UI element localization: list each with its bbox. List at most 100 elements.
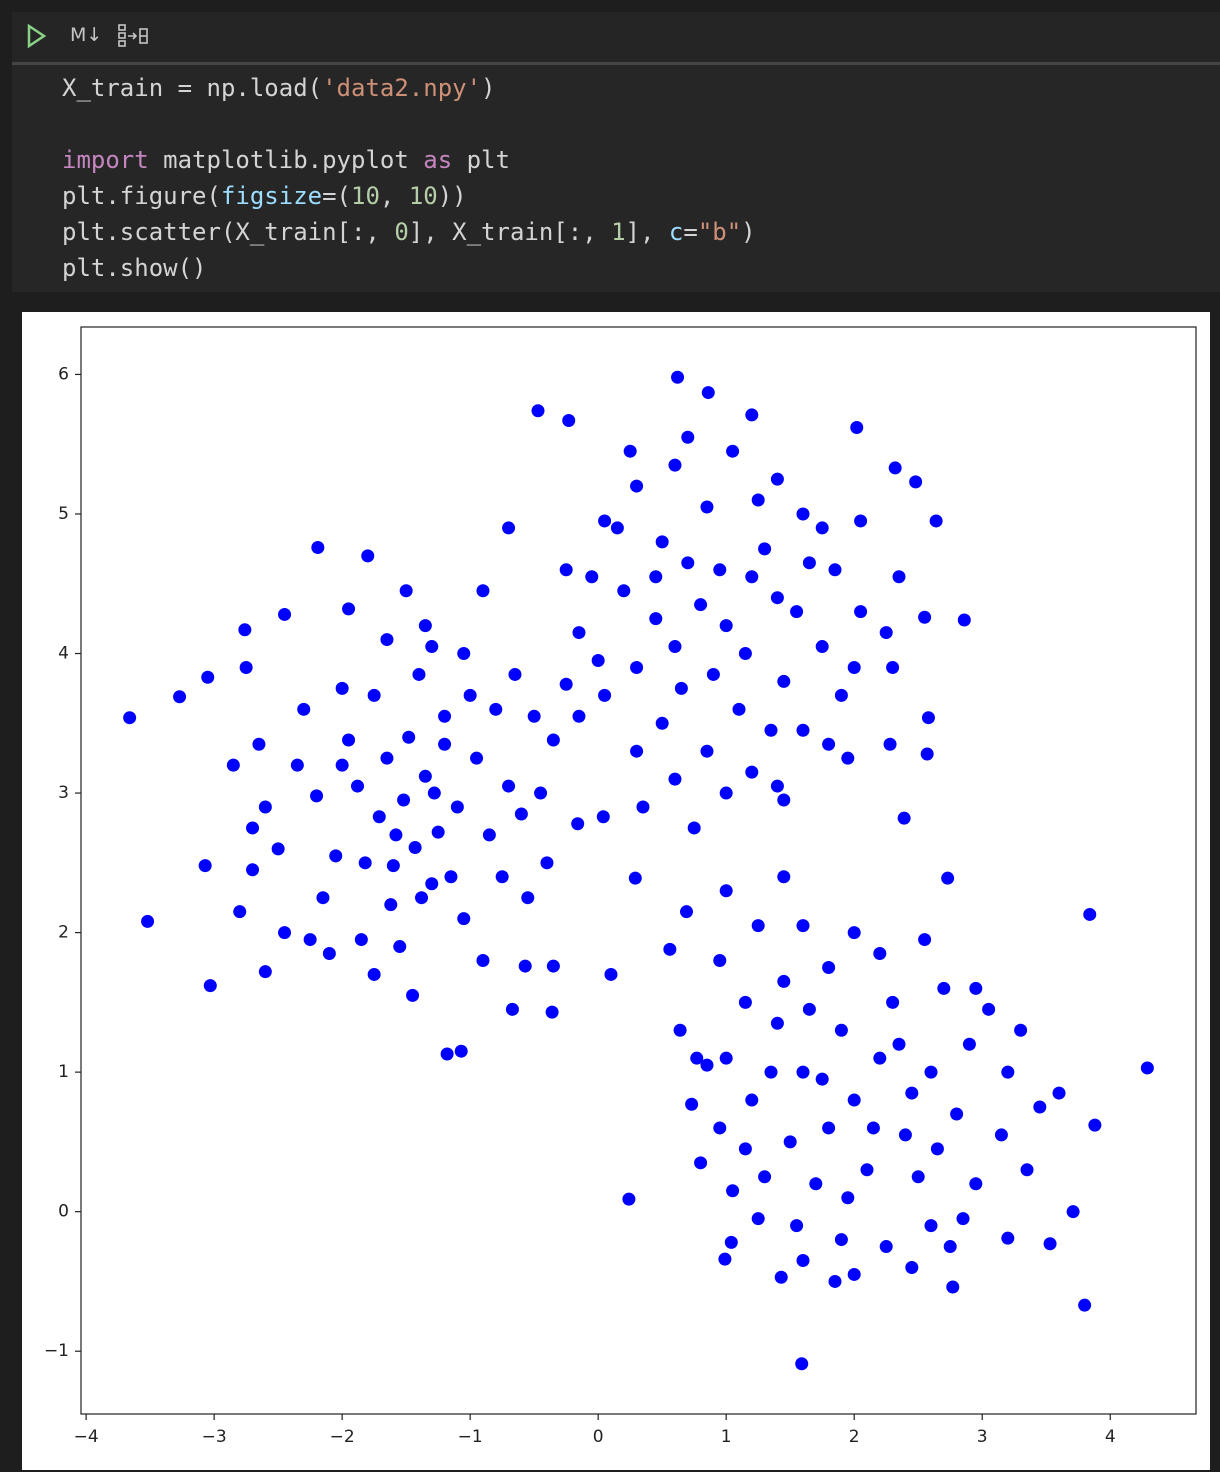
code-editor[interactable]: X_train = np.load('data2.npy') import mat… bbox=[62, 70, 756, 286]
point bbox=[924, 1219, 938, 1233]
point bbox=[905, 1086, 919, 1100]
point bbox=[828, 1274, 842, 1288]
point bbox=[623, 444, 637, 458]
point bbox=[329, 849, 343, 863]
point bbox=[796, 919, 810, 933]
point bbox=[335, 681, 349, 695]
point bbox=[649, 612, 663, 626]
x-tick-label: −2 bbox=[330, 1427, 355, 1447]
point bbox=[1083, 907, 1097, 921]
code-token: =( bbox=[322, 182, 352, 210]
point bbox=[924, 1065, 938, 1079]
point bbox=[386, 859, 400, 873]
point bbox=[892, 1037, 906, 1051]
point bbox=[412, 667, 426, 681]
point bbox=[957, 613, 971, 627]
point bbox=[770, 1016, 784, 1030]
point bbox=[911, 1170, 925, 1184]
x-tick-label: −3 bbox=[202, 1427, 227, 1447]
point bbox=[847, 660, 861, 674]
point bbox=[822, 737, 836, 751]
point bbox=[399, 584, 413, 598]
point bbox=[546, 959, 560, 973]
split-cell-button[interactable] bbox=[118, 24, 148, 47]
x-tick-label: −1 bbox=[458, 1427, 483, 1447]
point bbox=[994, 1128, 1008, 1142]
x-tick-label: 2 bbox=[849, 1427, 860, 1447]
output-figure: −4 −3 −2 −1 0 1 2 3 4 −1 0 1 2 3 4 5 6 bbox=[22, 312, 1210, 1470]
point bbox=[745, 570, 759, 584]
point bbox=[918, 933, 932, 947]
point bbox=[444, 870, 458, 884]
point bbox=[502, 779, 516, 793]
point bbox=[571, 817, 585, 831]
point bbox=[777, 974, 791, 988]
point bbox=[425, 640, 439, 654]
point bbox=[596, 810, 610, 824]
point bbox=[969, 1177, 983, 1191]
point bbox=[706, 667, 720, 681]
point bbox=[897, 811, 911, 825]
point bbox=[663, 942, 677, 956]
point bbox=[425, 877, 439, 891]
point bbox=[674, 681, 688, 695]
point bbox=[854, 605, 868, 619]
point bbox=[770, 472, 784, 486]
code-line: import matplotlib.pyplot as plt bbox=[62, 142, 756, 178]
run-button[interactable] bbox=[27, 23, 47, 49]
point bbox=[201, 670, 215, 684]
point bbox=[546, 733, 560, 747]
point bbox=[834, 1023, 848, 1037]
point bbox=[962, 1037, 976, 1051]
code-token: figsize bbox=[220, 182, 323, 210]
x-tick-label: 3 bbox=[977, 1427, 988, 1447]
point bbox=[700, 1058, 714, 1072]
point bbox=[850, 420, 864, 434]
point bbox=[431, 825, 445, 839]
point bbox=[278, 607, 292, 621]
code-line: plt.show() bbox=[62, 250, 756, 286]
point bbox=[909, 475, 923, 489]
point bbox=[777, 674, 791, 688]
x-tick-label: 1 bbox=[721, 1427, 732, 1447]
point bbox=[297, 702, 311, 716]
x-tick-label: 0 bbox=[593, 1427, 604, 1447]
point bbox=[1066, 1205, 1080, 1219]
point bbox=[1014, 1023, 1028, 1037]
point bbox=[841, 1191, 855, 1205]
point bbox=[278, 926, 292, 940]
code-token: ], X_train[:, bbox=[408, 218, 612, 246]
point bbox=[719, 1051, 733, 1065]
point bbox=[610, 521, 624, 535]
point bbox=[883, 737, 897, 751]
point bbox=[969, 981, 983, 995]
point bbox=[834, 1233, 848, 1247]
point bbox=[758, 542, 772, 556]
point bbox=[777, 870, 791, 884]
toolbar-icons bbox=[27, 23, 148, 49]
code-token: plt bbox=[452, 146, 510, 174]
point bbox=[905, 1260, 919, 1274]
point bbox=[802, 1002, 816, 1016]
y-tick-label: −1 bbox=[44, 1341, 69, 1361]
code-token: 10 bbox=[351, 182, 380, 210]
separator bbox=[12, 62, 1220, 65]
point bbox=[758, 1170, 772, 1184]
code-cell: M↓ X_train = np.load('data2.npy') import … bbox=[12, 12, 1220, 292]
markdown-button[interactable]: M↓ bbox=[70, 24, 103, 46]
point bbox=[418, 769, 432, 783]
point bbox=[941, 871, 955, 885]
point bbox=[879, 1240, 893, 1254]
point bbox=[668, 458, 682, 472]
point bbox=[489, 702, 503, 716]
point bbox=[508, 667, 522, 681]
point bbox=[1078, 1298, 1092, 1312]
point bbox=[440, 1047, 454, 1061]
point bbox=[783, 1135, 797, 1149]
point bbox=[774, 1270, 788, 1284]
point bbox=[732, 702, 746, 716]
point bbox=[687, 821, 701, 835]
point bbox=[1140, 1061, 1154, 1075]
point bbox=[358, 856, 372, 870]
